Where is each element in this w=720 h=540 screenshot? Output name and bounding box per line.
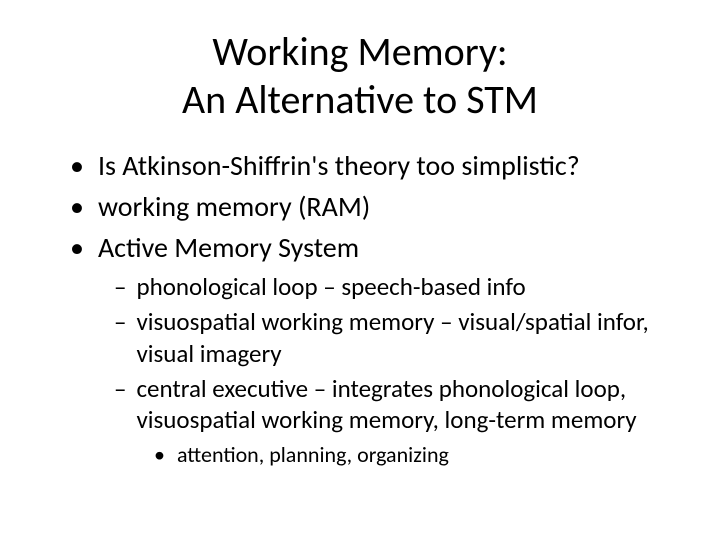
bullet-level2: – phonological loop – speech-based info [114,271,680,302]
bullet-text: central executive – integrates phonologi… [136,373,680,436]
bullet-marker-l1: • [70,189,84,224]
bullet-marker-l2: – [114,271,126,302]
title-line-2: An Alternative to STM [182,75,538,124]
bullet-level2: – visuospatial working memory – visual/s… [114,306,680,369]
bullet-text: attention, planning, organizing [177,441,449,469]
title-line-1: Working Memory: [212,27,507,76]
bullet-level2: – central executive – integrates phonolo… [114,373,680,436]
bullet-text: phonological loop – speech-based info [136,271,525,302]
bullet-marker-l1: • [70,148,84,183]
bullet-level1: • working memory (RAM) [70,189,680,224]
bullet-level3: • attention, planning, organizing [154,441,680,469]
bullet-level1: • Active Memory System [70,230,680,265]
slide-title: Working Memory: An Alternative to STM [40,28,680,124]
bullet-level1: • Is Atkinson-Shiffrin's theory too simp… [70,148,680,183]
bullet-marker-l2: – [114,373,126,404]
bullet-text: Active Memory System [98,230,359,265]
bullet-text: visuospatial working memory – visual/spa… [136,306,680,369]
bullet-text: working memory (RAM) [98,189,370,224]
bullet-marker-l3: • [154,441,165,469]
bullet-marker-l1: • [70,230,84,265]
bullet-text: Is Atkinson-Shiffrin's theory too simpli… [98,148,580,183]
bullet-marker-l2: – [114,306,126,337]
